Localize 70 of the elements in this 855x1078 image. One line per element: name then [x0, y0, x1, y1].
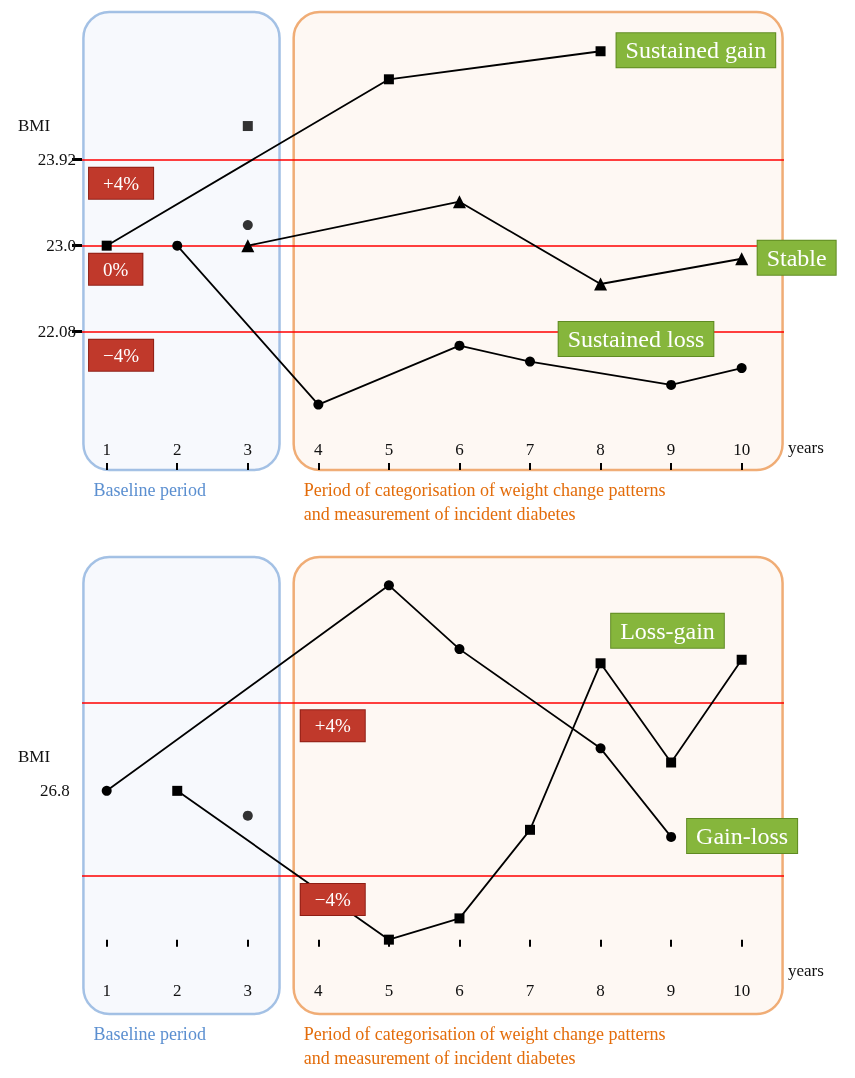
series-label: Stable — [766, 244, 827, 271]
x-tick-label: 4 — [314, 440, 324, 459]
x-tick-label: 2 — [173, 981, 182, 1000]
x-tick-label: 10 — [733, 981, 751, 1000]
annotation: 26.8 — [39, 781, 70, 801]
annotation: +4% — [314, 715, 351, 737]
y-tick-label: 22.08 — [37, 322, 76, 342]
point — [313, 399, 324, 410]
x-tick-label: 7 — [525, 981, 535, 1000]
x-tick-label: 6 — [455, 440, 464, 459]
x-tick-label: 4 — [314, 981, 324, 1000]
series-label: Sustained gain — [625, 37, 767, 64]
point — [594, 277, 608, 291]
point — [383, 934, 394, 945]
y-axis-title: BMI — [18, 115, 51, 135]
point — [383, 74, 394, 85]
x-tick-label: 1 — [102, 440, 111, 459]
point — [172, 240, 183, 251]
x-tick-label: 3 — [243, 440, 253, 459]
annotation: −4% — [103, 344, 140, 366]
point — [454, 340, 465, 351]
point — [101, 240, 112, 251]
x-tick-label: 9 — [666, 440, 676, 459]
point — [242, 220, 253, 231]
point — [172, 785, 183, 796]
series-label: Gain-loss — [696, 822, 789, 849]
y-axis-title: BMI — [18, 746, 51, 766]
x-tick-label: 1 — [102, 981, 111, 1000]
point — [452, 195, 466, 209]
annotation: +4% — [103, 172, 140, 194]
point — [666, 831, 677, 842]
point — [525, 824, 536, 835]
y-tick-label: 23.0 — [46, 236, 76, 256]
x-tick-label: 3 — [243, 981, 253, 1000]
point — [666, 757, 677, 768]
x-tick-label: 5 — [384, 981, 394, 1000]
band-label: Period of categorisation of weight change patterns and measurement of incident diabetes — [303, 1024, 666, 1068]
x-tick-label: 8 — [596, 440, 605, 459]
x-tick-label: 5 — [384, 440, 394, 459]
series-label: Sustained loss — [567, 326, 705, 353]
series-label: Loss-gain — [620, 617, 715, 644]
x-tick-label: 2 — [173, 440, 182, 459]
band-label: Baseline period — [93, 1024, 206, 1044]
point — [595, 658, 606, 669]
point — [454, 644, 465, 655]
x-tick-label: 6 — [455, 981, 464, 1000]
point — [736, 363, 747, 374]
x-axis-title: years — [788, 438, 824, 457]
point — [736, 654, 747, 665]
x-tick-label: 9 — [666, 981, 676, 1000]
point — [525, 356, 536, 367]
band-label: Baseline period — [93, 480, 206, 500]
point — [595, 46, 606, 57]
x-axis-title: years — [788, 960, 824, 980]
point — [241, 239, 255, 253]
point — [383, 580, 394, 591]
x-tick-label: 7 — [525, 440, 535, 459]
x-tick-label: 8 — [596, 981, 605, 1000]
y-tick-label: 23.92 — [37, 150, 76, 170]
point — [735, 252, 749, 266]
point — [242, 121, 253, 132]
annotation: −4% — [314, 888, 351, 910]
point — [242, 810, 253, 821]
point — [595, 743, 606, 754]
point — [666, 379, 677, 390]
annotation: 0% — [103, 258, 129, 280]
x-tick-label: 10 — [733, 440, 751, 459]
point — [101, 785, 112, 796]
band-label: Period of categorisation of weight change patterns and measurement of incident diabetes — [303, 480, 666, 524]
point — [454, 913, 465, 924]
